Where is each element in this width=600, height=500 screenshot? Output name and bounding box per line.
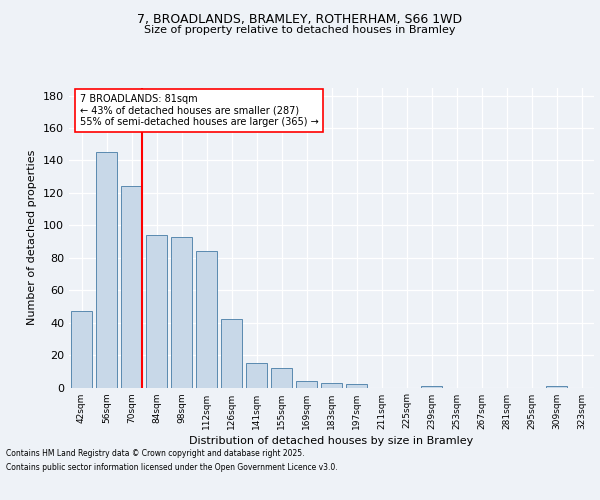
- Bar: [346, 384, 367, 388]
- Bar: [421, 386, 442, 388]
- Bar: [71, 312, 92, 388]
- Y-axis label: Number of detached properties: Number of detached properties: [28, 150, 37, 325]
- Bar: [221, 320, 242, 388]
- Bar: [146, 235, 167, 388]
- Bar: [246, 363, 267, 388]
- Text: Size of property relative to detached houses in Bramley: Size of property relative to detached ho…: [144, 25, 456, 35]
- Bar: [271, 368, 292, 388]
- Text: Contains public sector information licensed under the Open Government Licence v3: Contains public sector information licen…: [6, 464, 338, 472]
- Bar: [546, 386, 567, 388]
- Bar: [321, 382, 342, 388]
- Bar: [296, 381, 317, 388]
- Bar: [196, 252, 217, 388]
- Bar: [96, 152, 117, 388]
- Bar: [171, 236, 192, 388]
- Bar: [121, 186, 142, 388]
- X-axis label: Distribution of detached houses by size in Bramley: Distribution of detached houses by size …: [190, 436, 473, 446]
- Text: 7, BROADLANDS, BRAMLEY, ROTHERHAM, S66 1WD: 7, BROADLANDS, BRAMLEY, ROTHERHAM, S66 1…: [137, 12, 463, 26]
- Text: Contains HM Land Registry data © Crown copyright and database right 2025.: Contains HM Land Registry data © Crown c…: [6, 448, 305, 458]
- Text: 7 BROADLANDS: 81sqm
← 43% of detached houses are smaller (287)
55% of semi-detac: 7 BROADLANDS: 81sqm ← 43% of detached ho…: [79, 94, 318, 126]
